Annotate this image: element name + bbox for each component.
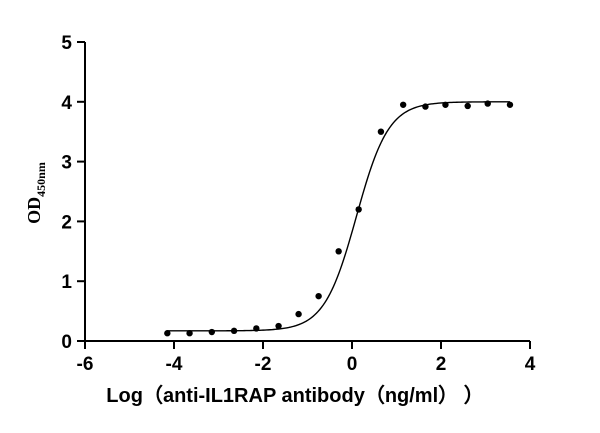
data-point [275,322,282,330]
x-tick-label: 2 [436,354,447,375]
x-ticks: -6 -4 -2 0 2 4 [77,341,536,375]
data-point [315,292,322,300]
data-point [186,330,193,337]
data-point [484,100,491,107]
data-point [355,206,362,213]
fit-curve [167,101,510,332]
y-ticks: 0 1 2 3 4 5 [61,33,85,353]
data-point [422,103,429,110]
data-points [164,100,514,337]
data-point [230,327,238,335]
data-point [208,328,216,336]
y-tick-label: 3 [61,153,72,174]
data-point [442,101,449,108]
data-point [335,248,342,255]
y-tick-label: 4 [61,93,72,114]
y-tick-label: 5 [61,33,72,54]
y-axis-title: OD450nm [24,162,48,224]
data-point [506,101,514,108]
data-point [295,310,302,318]
y-tick-label: 1 [61,272,72,293]
data-point [399,101,407,108]
x-tick-label: 4 [525,354,536,375]
y-tick-label: 0 [61,332,72,353]
x-axis-title: Log（anti-IL1RAP antibody（ng/ml） ） [106,384,483,407]
axes [84,42,530,342]
x-tick-label: -2 [255,354,272,375]
x-tick-label: -6 [77,354,94,375]
data-point [253,325,260,332]
x-tick-label: 0 [347,354,358,375]
data-point [377,128,385,135]
data-point [164,330,171,337]
y-tick-label: 2 [61,212,72,233]
x-tick-label: -4 [166,354,183,375]
data-point [464,102,471,110]
